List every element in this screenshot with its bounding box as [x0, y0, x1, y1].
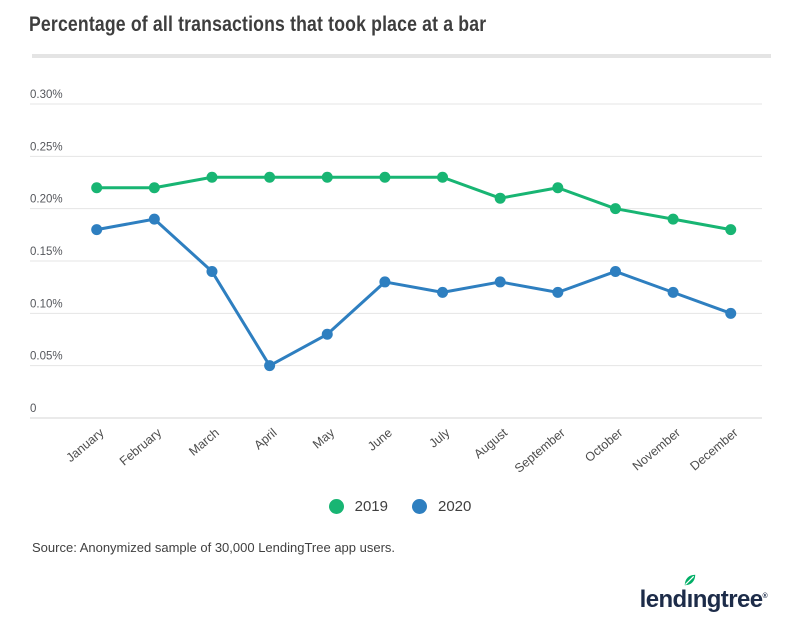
- data-point-2019-December[interactable]: [725, 224, 737, 236]
- x-axis-label: November: [630, 426, 683, 474]
- y-axis-tick-label: 0: [30, 403, 36, 415]
- x-axis-label: January: [64, 425, 108, 465]
- data-point-2020-August[interactable]: [494, 276, 506, 288]
- x-axis-label: July: [426, 425, 453, 450]
- logo-registered-mark: ®: [762, 593, 767, 600]
- chart-legend: 2019 2020: [0, 498, 800, 515]
- logo-text-i: ı: [686, 586, 694, 613]
- y-axis-tick-label: 0.10%: [30, 298, 63, 310]
- data-point-2019-May[interactable]: [321, 171, 333, 183]
- y-axis-tick-label: 0.25%: [30, 141, 63, 153]
- data-point-2020-October[interactable]: [609, 265, 621, 277]
- x-axis-label: April: [251, 426, 279, 453]
- data-point-2020-July[interactable]: [437, 286, 449, 298]
- legend-label-2020: 2020: [438, 498, 472, 515]
- legend-item-2019[interactable]: 2019: [328, 498, 388, 515]
- y-axis-tick-label: 0.15%: [30, 246, 63, 258]
- legend-item-2020[interactable]: 2020: [412, 498, 471, 515]
- data-point-2019-September[interactable]: [552, 182, 564, 194]
- x-axis-label: March: [186, 426, 222, 459]
- x-axis-label: May: [310, 425, 338, 451]
- data-point-2020-December[interactable]: [725, 307, 737, 319]
- data-point-2020-May[interactable]: [321, 328, 333, 340]
- data-point-2019-November[interactable]: [667, 213, 679, 225]
- x-axis-label: August: [471, 425, 510, 461]
- source-note: Source: Anonymized sample of 30,000 Lend…: [32, 540, 396, 555]
- legend-dot-2019-icon: [328, 499, 344, 514]
- series-line-2020: [95, 217, 733, 368]
- y-axis-tick-label: 0.30%: [30, 89, 63, 101]
- data-point-2020-September[interactable]: [552, 286, 564, 298]
- data-point-2019-July[interactable]: [437, 171, 449, 183]
- data-point-2020-June[interactable]: [379, 276, 391, 288]
- logo-text-post: ngtree: [692, 586, 763, 613]
- x-axis-label: June: [365, 426, 395, 454]
- legend-label-2019: 2019: [354, 498, 388, 515]
- title-divider: [32, 54, 771, 58]
- data-point-2019-January[interactable]: [91, 182, 103, 194]
- series-line-2019: [95, 175, 733, 232]
- data-point-2020-February[interactable]: [148, 213, 160, 225]
- data-point-2020-November[interactable]: [667, 286, 679, 298]
- data-point-2020-January[interactable]: [91, 224, 103, 236]
- x-axis-label: October: [582, 426, 625, 465]
- x-axis-label: September: [512, 426, 568, 476]
- data-point-2019-August[interactable]: [494, 192, 506, 204]
- data-point-2020-April[interactable]: [264, 360, 276, 372]
- lendingtree-logo: lend ıngtree®: [639, 574, 768, 614]
- legend-dot-2020-icon: [412, 499, 427, 514]
- y-axis-tick-label: 0.20%: [30, 194, 63, 206]
- leaf-icon: [683, 573, 697, 587]
- data-point-2019-April[interactable]: [264, 171, 276, 183]
- data-point-2019-October[interactable]: [609, 203, 621, 215]
- y-axis-tick-label: 0.05%: [30, 351, 63, 363]
- logo-text-pre: lend: [639, 586, 688, 613]
- data-point-2019-March[interactable]: [206, 171, 218, 183]
- x-axis-label: December: [687, 426, 740, 474]
- x-axis-label: February: [117, 425, 165, 468]
- data-point-2019-February[interactable]: [148, 182, 160, 194]
- data-point-2019-June[interactable]: [379, 171, 391, 183]
- data-point-2020-March[interactable]: [206, 265, 218, 277]
- chart-title: Percentage of all transactions that took…: [29, 13, 487, 36]
